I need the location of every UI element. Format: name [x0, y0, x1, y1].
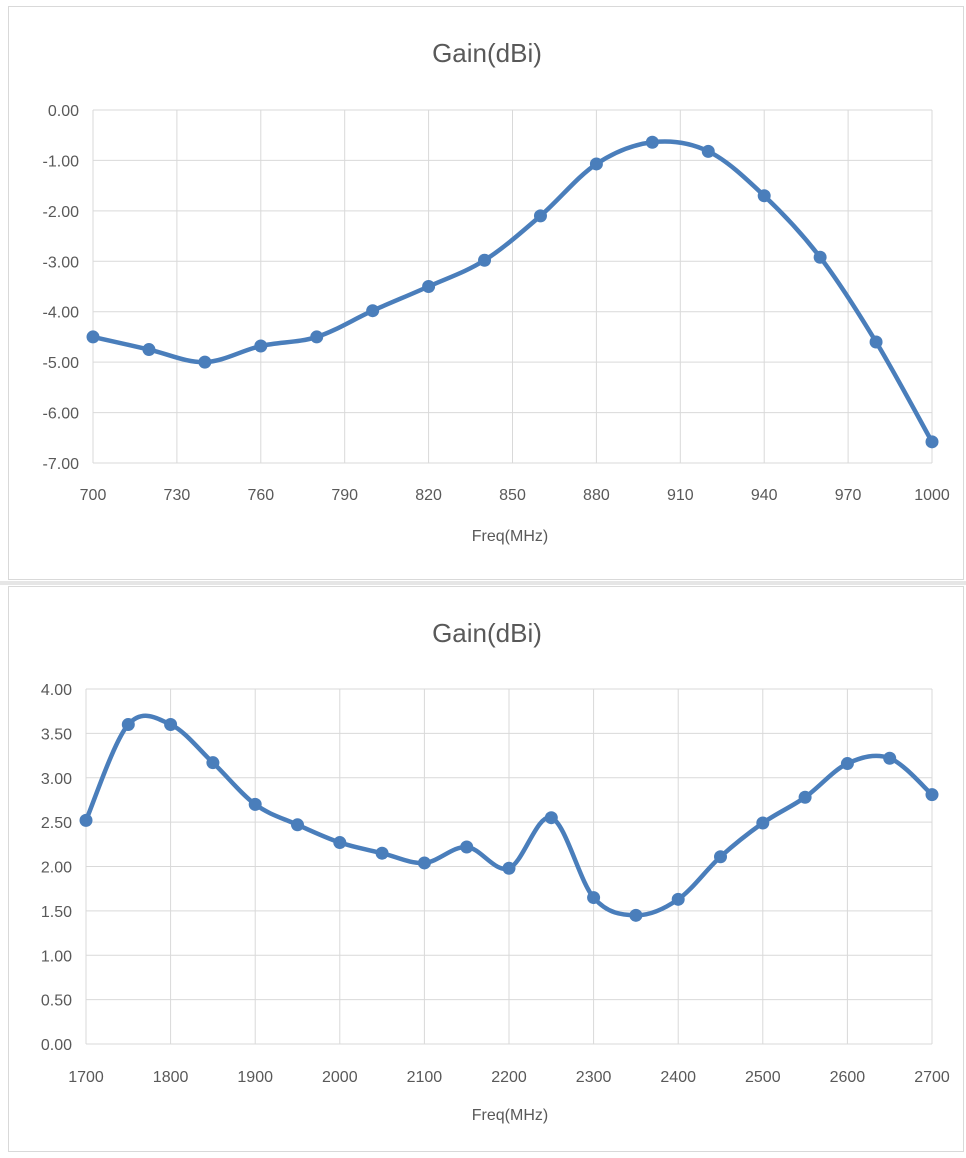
x-tick-label: 700 [80, 487, 107, 504]
y-tick-label: 1.00 [41, 948, 72, 965]
x-tick-label: 880 [583, 487, 610, 504]
data-point [460, 840, 474, 854]
data-point [79, 813, 93, 827]
data-point [142, 343, 156, 357]
data-point [925, 788, 939, 802]
data-point [502, 861, 516, 875]
x-tick-label: 850 [499, 487, 526, 504]
x-tick-label: 820 [415, 487, 442, 504]
y-tick-label: 0.50 [41, 993, 72, 1010]
x-tick-label: 1700 [68, 1069, 104, 1086]
data-point [671, 892, 685, 906]
chart-panel-1 [8, 6, 964, 580]
x-tick-label: 970 [835, 487, 862, 504]
data-point [366, 304, 380, 318]
x-tick-label: 2400 [660, 1069, 696, 1086]
data-point [254, 339, 268, 353]
data-point [533, 209, 547, 223]
y-tick-label: 0.00 [48, 103, 79, 120]
data-point [544, 811, 558, 825]
x-tick-label: 730 [164, 487, 191, 504]
data-point [417, 856, 431, 870]
x-tick-label: 2200 [491, 1069, 527, 1086]
x-tick-label: 2500 [745, 1069, 781, 1086]
data-point [375, 846, 389, 860]
x-tick-label: 2300 [576, 1069, 612, 1086]
y-tick-label: 2.00 [41, 860, 72, 877]
chart-title: Gain(dBi) [432, 618, 542, 648]
y-tick-label: 0.00 [41, 1037, 72, 1054]
series-gain [86, 135, 939, 449]
data-point [629, 908, 643, 922]
data-point [798, 790, 812, 804]
x-tick-label: 940 [751, 487, 778, 504]
y-tick-label: 3.50 [41, 726, 72, 743]
x-tick-label: 2700 [914, 1069, 950, 1086]
data-point [164, 718, 178, 731]
gain-chart-low-band: Gain(dBi) 0.00 -1.00 -2.00 -3.00 -4.00 -5.00 -… [43, 38, 950, 545]
data-point [121, 718, 135, 731]
x-tick-label: 1900 [237, 1069, 273, 1086]
grid-lines [92, 109, 933, 464]
data-point [198, 355, 212, 369]
y-tick-label: 2.50 [41, 815, 72, 832]
data-point [86, 330, 100, 344]
data-point [869, 335, 883, 349]
data-point [422, 280, 436, 293]
grid-lines [85, 688, 933, 1045]
y-tick-label: -7.00 [43, 456, 80, 473]
data-point [333, 836, 347, 850]
panel-divider [0, 581, 966, 585]
data-point [757, 189, 771, 203]
y-tick-labels: 0.00 -1.00 -2.00 -3.00 -4.00 -5.00 -6.00 -7.00 [43, 103, 80, 473]
x-tick-label: 760 [247, 487, 274, 504]
data-point [248, 797, 262, 811]
x-tick-label: 2000 [322, 1069, 358, 1086]
data-point [925, 435, 939, 449]
data-point [206, 756, 220, 770]
series-gain [79, 713, 939, 922]
x-axis-label: Freq(MHz) [472, 528, 548, 545]
y-tick-label: 3.00 [41, 771, 72, 788]
data-point [701, 144, 715, 158]
y-tick-labels: 4.00 3.50 3.00 2.50 2.00 1.50 1.00 0.50 0.00 [41, 682, 72, 1054]
y-tick-label: -2.00 [43, 204, 80, 221]
data-point [645, 135, 659, 149]
data-point [587, 891, 601, 905]
x-tick-label: 1000 [914, 487, 950, 504]
data-point [813, 250, 827, 264]
x-tick-label: 1800 [153, 1069, 189, 1086]
data-point [310, 330, 324, 344]
y-tick-label: -5.00 [43, 355, 80, 372]
y-tick-label: 1.50 [41, 904, 72, 921]
y-tick-label: -1.00 [43, 153, 80, 170]
y-tick-label: 4.00 [41, 682, 72, 699]
y-tick-label: -3.00 [43, 254, 80, 271]
data-point [883, 751, 897, 765]
data-point [478, 253, 492, 267]
x-tick-labels: 700 730 760 790 820 850 880 910 940 970 1000 [80, 487, 950, 504]
x-tick-labels: 1700 1800 1900 2000 2100 2200 2300 2400 2500 2600… [68, 1069, 950, 1086]
data-point [840, 757, 854, 771]
x-tick-label: 2600 [830, 1069, 866, 1086]
data-point [714, 850, 727, 864]
x-tick-label: 790 [331, 487, 358, 504]
chart-title: Gain(dBi) [432, 38, 542, 68]
data-point [589, 157, 603, 171]
x-axis-label: Freq(MHz) [472, 1107, 548, 1124]
y-tick-label: -4.00 [43, 305, 80, 322]
x-tick-label: 910 [667, 487, 694, 504]
chart-panel-2 [8, 586, 964, 1152]
data-point [291, 818, 304, 832]
y-tick-label: -6.00 [43, 406, 80, 423]
data-point [756, 816, 770, 830]
x-tick-label: 2100 [407, 1069, 443, 1086]
